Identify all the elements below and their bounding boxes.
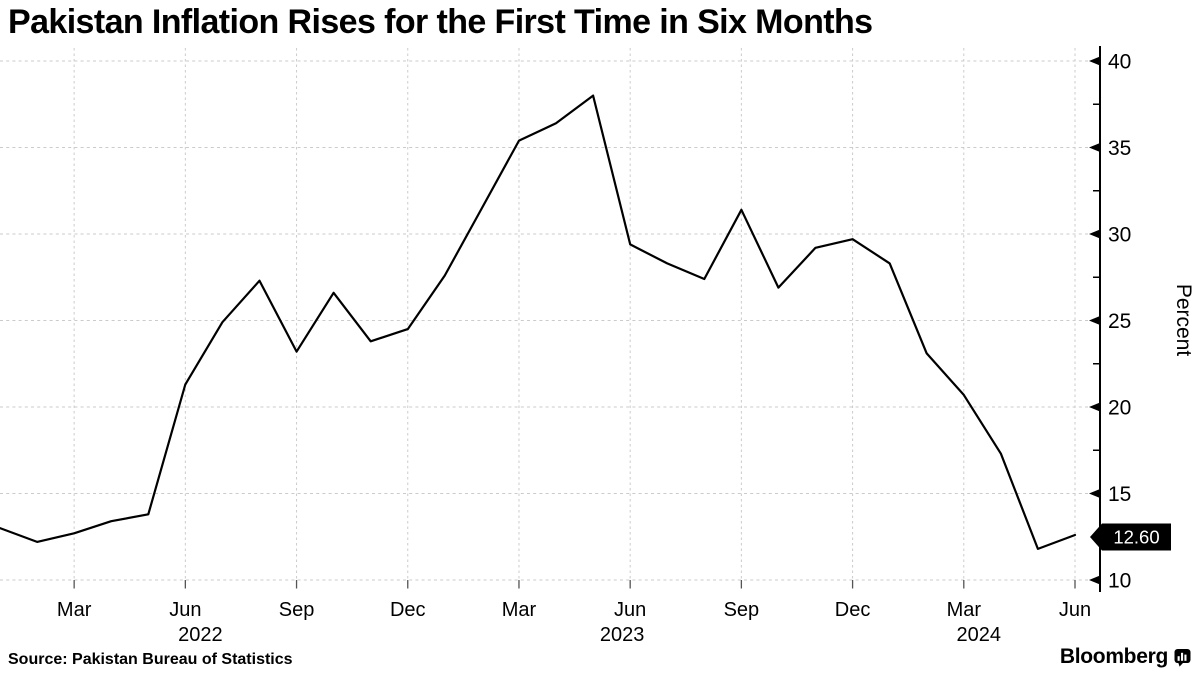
source-note: Source: Pakistan Bureau of Statistics — [8, 651, 293, 668]
y-tick-arrow — [1089, 229, 1100, 239]
y-tick-arrow — [1089, 575, 1100, 585]
last-value-label: 12.60 — [1113, 527, 1159, 548]
bloomberg-wordmark: Bloomberg — [1059, 645, 1168, 668]
x-tick-label: Mar — [502, 599, 537, 621]
x-tick-label: Sep — [724, 599, 760, 621]
x-year-label: 2024 — [957, 624, 1002, 646]
x-tick-label: Dec — [835, 599, 871, 621]
y-tick-label: 15 — [1108, 483, 1131, 506]
bar-chart-bubble-icon — [1174, 648, 1191, 667]
y-tick-label: 20 — [1108, 397, 1131, 420]
y-tick-label: 10 — [1108, 570, 1131, 593]
x-tick-label: Jun — [169, 599, 201, 621]
y-tick-label: 35 — [1108, 137, 1131, 160]
chart-title: Pakistan Inflation Rises for the First T… — [8, 3, 873, 41]
y-tick-arrow — [1089, 56, 1100, 66]
bloomberg-logo: Bloomberg — [1060, 645, 1191, 669]
x-year-label: 2022 — [178, 624, 223, 646]
y-tick-label: 30 — [1108, 224, 1131, 247]
y-tick-label: 25 — [1108, 310, 1131, 333]
x-year-label: 2023 — [600, 624, 645, 646]
y-tick-arrow — [1089, 143, 1100, 152]
x-tick-label: Jun — [1059, 599, 1091, 621]
y-tick-label: 40 — [1108, 51, 1131, 74]
x-tick-label: Mar — [57, 599, 92, 621]
y-tick-arrow — [1089, 316, 1100, 325]
x-tick-label: Mar — [947, 599, 982, 621]
last-value-tag — [1090, 523, 1171, 551]
x-tick-label: Dec — [390, 599, 426, 621]
inflation-line — [0, 94, 1077, 551]
y-tick-arrow — [1089, 402, 1100, 412]
x-tick-label: Jun — [614, 599, 646, 621]
y-tick-arrow — [1089, 489, 1100, 498]
y-axis-title: Percent — [1172, 284, 1195, 357]
x-tick-label: Sep — [279, 599, 315, 621]
